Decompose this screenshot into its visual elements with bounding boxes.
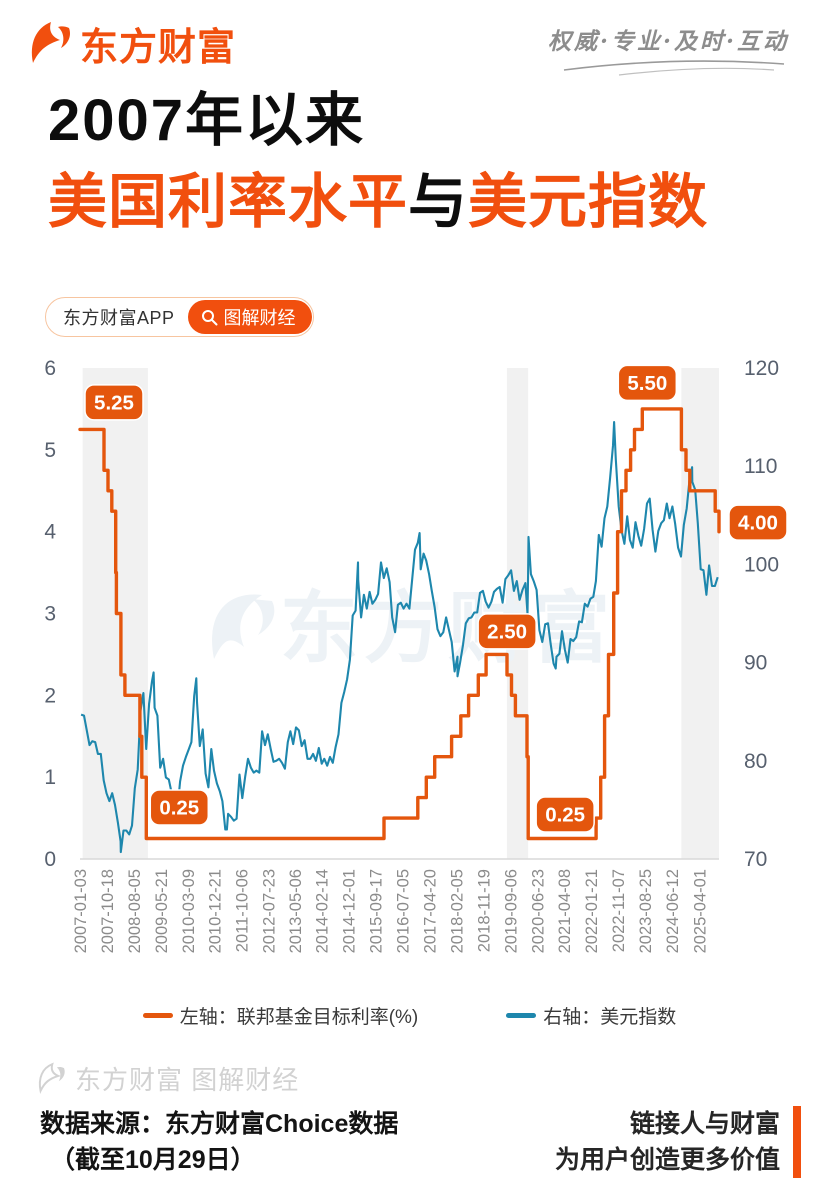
app-name-label: 东方财富APP [63,308,175,328]
svg-text:6: 6 [44,357,56,380]
svg-text:2019-09-06: 2019-09-06 [502,869,520,953]
svg-text:90: 90 [744,652,767,675]
svg-text:0: 0 [44,848,56,871]
svg-text:2012-07-23: 2012-07-23 [261,869,279,953]
svg-text:2008-08-05: 2008-08-05 [126,869,144,953]
svg-text:2010-03-09: 2010-03-09 [180,869,198,953]
title-line2: 美国利率水平与美元指数 [48,169,709,236]
svg-text:2014-02-14: 2014-02-14 [314,869,332,953]
svg-text:2018-02-05: 2018-02-05 [449,869,467,953]
svg-text:110: 110 [744,455,777,478]
title-line1: 2007年以来 [48,88,366,153]
page-title: 2007年以来 美国利率水平与美元指数 [48,90,708,234]
svg-text:2: 2 [44,684,56,707]
svg-text:0.25: 0.25 [159,797,199,820]
svg-text:70: 70 [744,848,767,871]
brand-tagline: 链接人与财富 为用户创造更多价值 [555,1106,801,1178]
footer-watermark: 东方财富 图解财经 [36,1060,299,1097]
dual-axis-chart: 东方财富 0 1 2 3 4 5 6 70 80 90 100 110 120 2007-01-03 2007… [0,355,819,1005]
chart-legend: 左轴：联邦基金目标利率(%) 右轴：美元指数 [0,1002,819,1029]
svg-text:2015-09-17: 2015-09-17 [368,869,386,953]
legend-item-dollar-index: 右轴：美元指数 [506,1002,676,1029]
svg-text:2024-06-12: 2024-06-12 [664,869,682,953]
svg-text:2009-05-21: 2009-05-21 [153,869,171,953]
svg-text:2023-08-25: 2023-08-25 [637,869,655,953]
svg-text:2007-10-18: 2007-10-18 [99,869,117,953]
svg-text:2020-06-23: 2020-06-23 [529,869,547,953]
svg-text:5.25: 5.25 [94,391,134,414]
search-icon [201,309,218,325]
svg-text:0.25: 0.25 [545,804,585,827]
source-line2: （截至10月29日） [50,1146,256,1174]
header-logo: 东方财富 [26,16,236,71]
header-slogan: 权威·专业·及时·互动 [547,28,789,55]
svg-text:2014-12-01: 2014-12-01 [341,869,359,953]
source-line1: 数据来源：东方财富Choice数据 [40,1110,399,1138]
svg-text:2.50: 2.50 [487,620,527,643]
fed-rate-swatch [142,1013,173,1018]
svg-text:2011-10-06: 2011-10-06 [233,869,251,952]
svg-text:5.50: 5.50 [627,372,667,395]
legend-item-fed-rate: 左轴：联邦基金目标利率(%) [142,1002,418,1029]
data-source-note: 数据来源：东方财富Choice数据 （截至10月29日） [40,1106,398,1178]
svg-text:5: 5 [44,439,56,462]
svg-text:2022-11-07: 2022-11-07 [610,869,628,952]
svg-text:1: 1 [44,766,56,789]
svg-text:4: 4 [44,521,56,544]
chart-channel-button[interactable]: 图解财经 [187,300,312,334]
svg-text:80: 80 [744,750,767,773]
slogan-swoosh-decoration [563,60,785,76]
dollar-index-swatch [506,1013,537,1018]
eastmoney-logo-icon [31,21,71,63]
svg-text:4.00: 4.00 [738,512,778,535]
logo-text: 东方财富 [80,27,237,69]
svg-text:2010-12-21: 2010-12-21 [207,869,225,953]
svg-text:2025-04-01: 2025-04-01 [691,869,709,953]
svg-text:100: 100 [744,553,779,576]
svg-text:3: 3 [44,603,56,626]
svg-text:2021-04-08: 2021-04-08 [556,869,574,953]
svg-text:2018-11-19: 2018-11-19 [475,869,493,952]
svg-text:2007-01-03: 2007-01-03 [72,869,90,953]
svg-text:2013-05-06: 2013-05-06 [287,869,305,953]
svg-text:2017-04-20: 2017-04-20 [422,869,440,953]
svg-text:120: 120 [744,357,779,380]
svg-text:2022-01-21: 2022-01-21 [583,869,601,953]
app-promo-pill: 东方财富APP 图解财经 [45,297,314,337]
eastmoney-logo-icon-gray [38,1062,65,1095]
svg-text:2016-07-05: 2016-07-05 [395,869,413,953]
